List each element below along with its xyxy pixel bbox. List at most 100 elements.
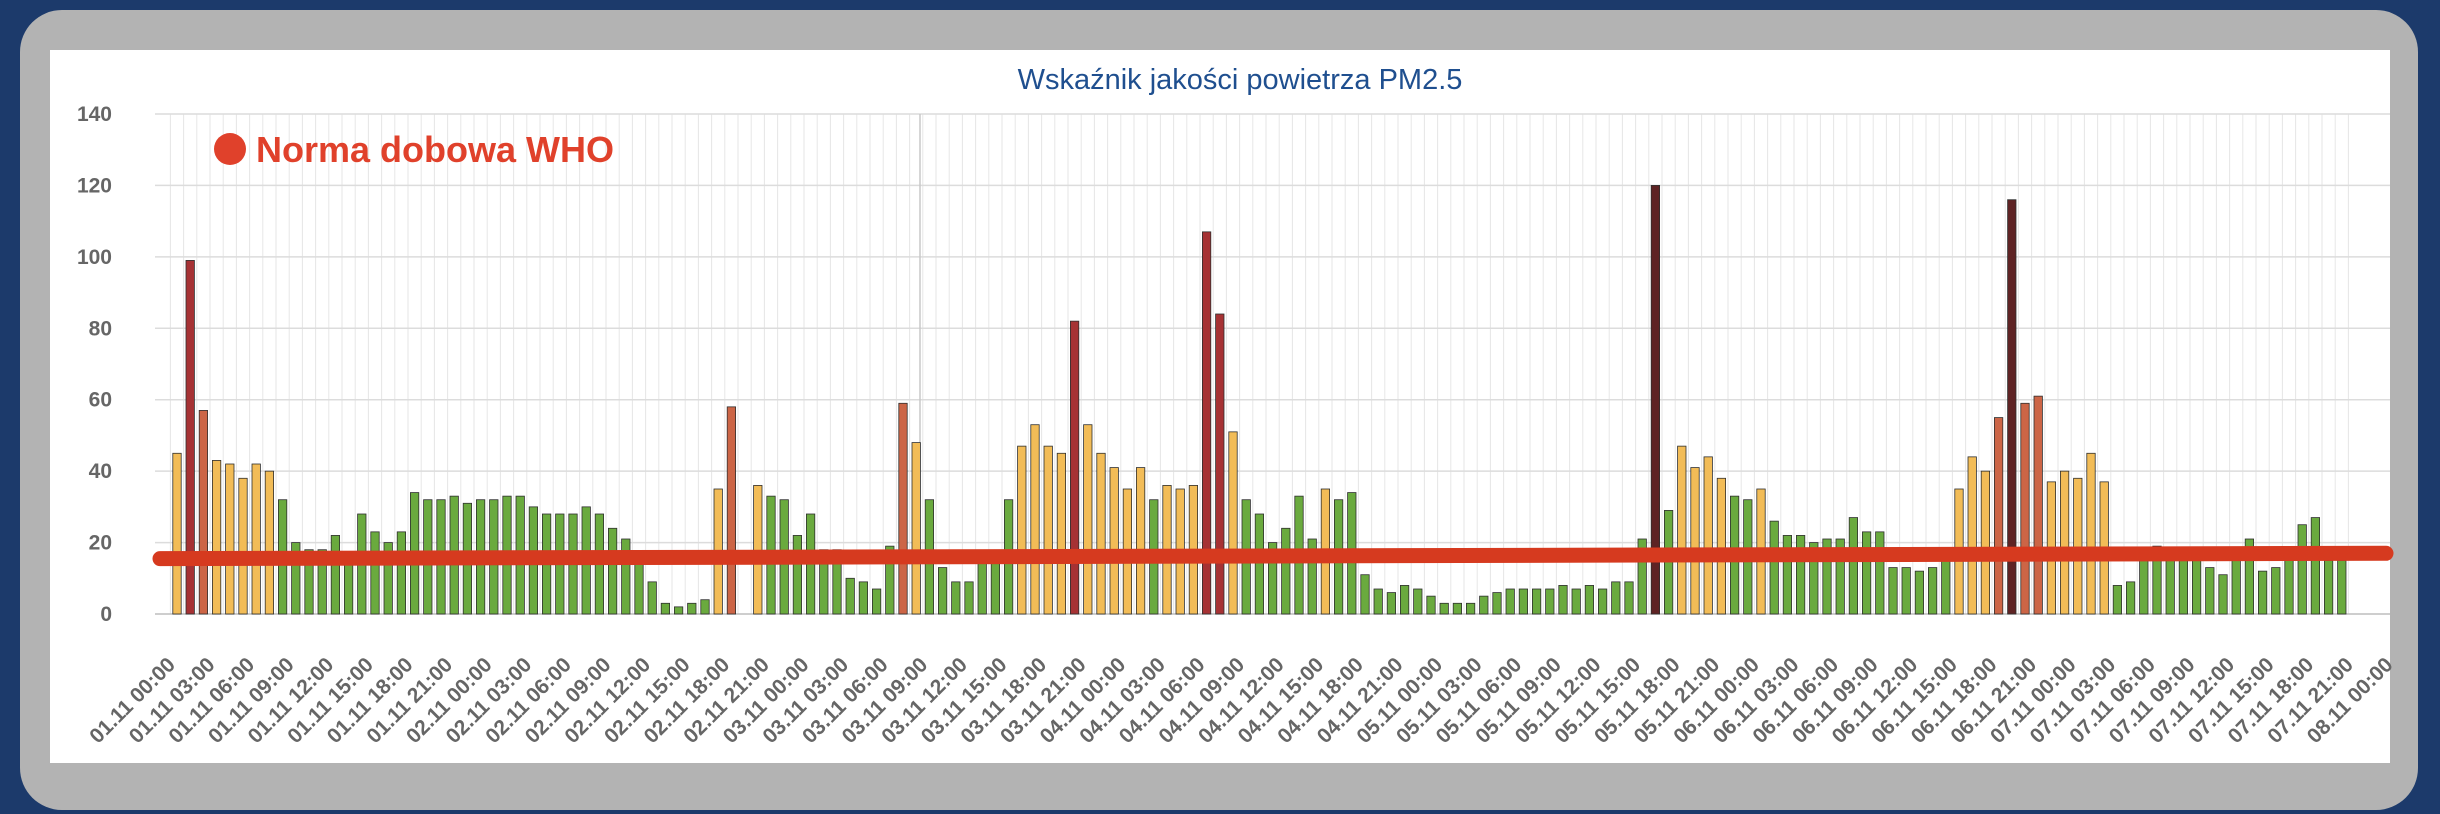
bar xyxy=(1400,585,1410,615)
bar xyxy=(1505,588,1515,615)
y-tick-label: 0 xyxy=(100,603,112,626)
bar xyxy=(1070,320,1080,615)
y-tick-label: 20 xyxy=(89,532,112,555)
bar xyxy=(1769,520,1779,615)
bar xyxy=(1637,538,1647,615)
bar xyxy=(225,463,235,615)
bar xyxy=(660,602,671,615)
bar xyxy=(938,567,948,615)
bar xyxy=(1043,445,1053,615)
bar xyxy=(317,549,327,615)
bar xyxy=(1017,445,1027,615)
bar xyxy=(2244,538,2254,615)
bar xyxy=(726,406,737,615)
bar xyxy=(1545,588,1555,615)
bar xyxy=(396,531,407,615)
bar xyxy=(1677,445,1687,615)
bar xyxy=(1386,592,1396,615)
bar xyxy=(2178,556,2188,615)
bar xyxy=(1030,424,1040,615)
bar xyxy=(383,542,393,615)
bar xyxy=(1928,567,1938,615)
bar xyxy=(1228,431,1238,615)
bar xyxy=(2152,545,2162,615)
bar xyxy=(291,542,301,615)
bar xyxy=(1703,456,1713,615)
bar xyxy=(2007,199,2017,615)
bar xyxy=(1809,542,1819,615)
who-norm-line xyxy=(152,545,2394,567)
bar xyxy=(1136,467,1146,615)
bar xyxy=(1096,452,1106,615)
bar xyxy=(1413,588,1423,615)
bar xyxy=(1584,585,1594,615)
bar xyxy=(700,599,710,615)
bar xyxy=(330,535,341,615)
bar xyxy=(674,606,684,615)
bar xyxy=(951,581,961,615)
bar xyxy=(211,460,222,615)
bar xyxy=(251,463,261,615)
bar xyxy=(1875,531,1885,615)
bar xyxy=(1624,581,1634,615)
bar xyxy=(1492,592,1502,615)
who-legend-label: Norma dobowa WHO xyxy=(256,129,614,170)
bar xyxy=(1109,467,1119,615)
y-tick-label: 120 xyxy=(77,174,112,197)
bar xyxy=(2323,560,2334,615)
bar xyxy=(2271,567,2281,615)
bar xyxy=(1215,313,1225,615)
y-tick-label: 40 xyxy=(89,460,112,483)
bar xyxy=(2059,470,2070,615)
bar xyxy=(1848,517,1858,615)
bar xyxy=(1716,477,1726,615)
y-tick-label: 60 xyxy=(89,389,112,412)
bar xyxy=(1254,513,1264,615)
bar xyxy=(2191,560,2202,615)
bar xyxy=(1941,560,1951,615)
bar xyxy=(2218,574,2228,615)
who-legend-marker xyxy=(214,133,246,165)
bar xyxy=(1202,231,1212,615)
bar xyxy=(1281,527,1291,615)
bar xyxy=(911,442,921,615)
bar xyxy=(185,260,195,615)
bar xyxy=(1862,531,1872,615)
bar xyxy=(1796,535,1806,615)
bar xyxy=(2020,402,2030,615)
bar xyxy=(1360,574,1370,615)
bar xyxy=(1598,588,1608,615)
bar xyxy=(1439,602,1449,615)
bar xyxy=(885,545,895,615)
bar xyxy=(264,470,275,615)
bar xyxy=(1571,588,1581,615)
bar xyxy=(2337,560,2347,615)
bar xyxy=(872,588,882,615)
bar xyxy=(845,577,855,615)
bar xyxy=(1650,185,1660,615)
chart-title: Wskaźnik jakości powietrza PM2.5 xyxy=(1018,64,1463,96)
bar xyxy=(2257,570,2268,615)
bar xyxy=(687,602,697,615)
bar xyxy=(2310,517,2320,615)
bar xyxy=(1994,417,2004,615)
bar xyxy=(2033,395,2043,615)
bar xyxy=(1914,570,1924,615)
bar xyxy=(1373,588,1383,615)
bar xyxy=(1835,538,1845,615)
bar xyxy=(2086,452,2096,615)
bar xyxy=(2297,524,2307,615)
bar xyxy=(2112,585,2122,615)
bar xyxy=(1558,585,1568,615)
bar xyxy=(198,410,208,615)
y-axis-ticks: 0 20 40 60 80 100 120 140 xyxy=(77,103,112,626)
bar xyxy=(1083,424,1093,615)
bar xyxy=(621,538,631,615)
bar xyxy=(2125,581,2136,615)
bar xyxy=(2205,567,2215,615)
bar xyxy=(238,477,248,615)
bar xyxy=(964,581,974,615)
bar xyxy=(1611,581,1621,615)
bar xyxy=(1888,567,1898,615)
